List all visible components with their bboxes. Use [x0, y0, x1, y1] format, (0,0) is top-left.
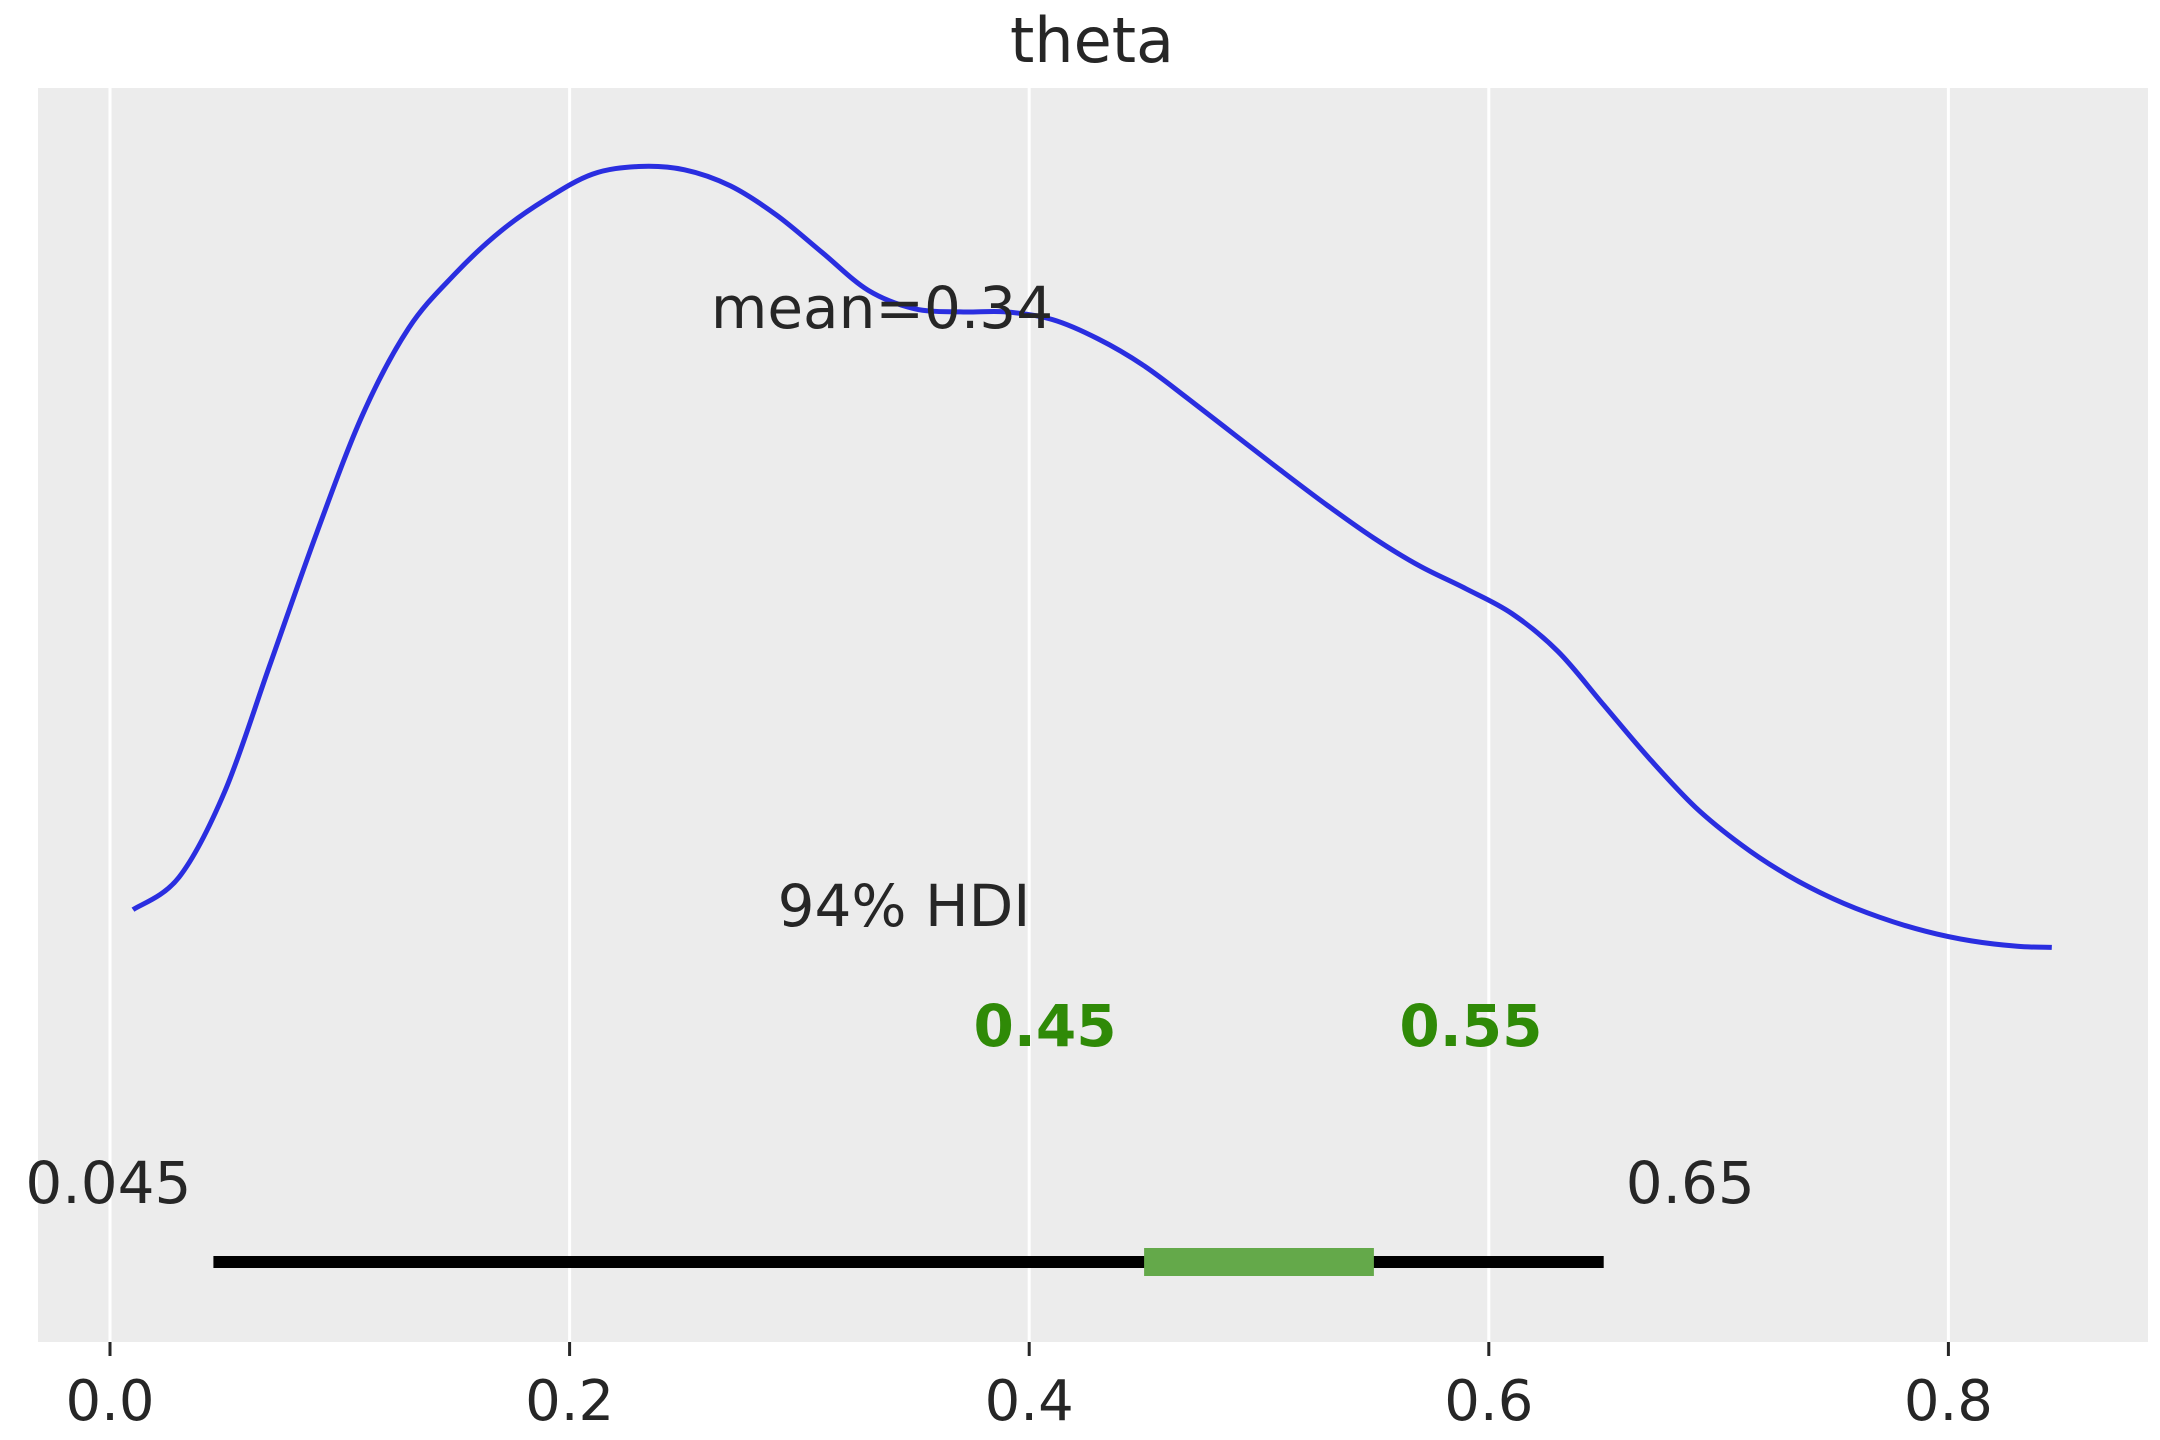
x-tick-label: 0.0 [65, 1369, 154, 1434]
density-curve [131, 163, 2052, 950]
grid-lines [108, 88, 1950, 1342]
rope-low-label: 0.45 [974, 992, 1117, 1060]
plot-area [38, 88, 2148, 1342]
x-tick-label: 0.2 [525, 1369, 614, 1434]
hdi-prob-label: 94% HDI [778, 872, 1031, 940]
x-axis-ticks: 0.0 0.2 0.4 0.6 0.8 [65, 1342, 1993, 1434]
mean-label: mean=0.34 [711, 274, 1053, 342]
x-tick-label: 0.6 [1444, 1369, 1533, 1434]
hdi-high-label: 0.65 [1626, 1149, 1755, 1217]
rope-high-label: 0.55 [1399, 992, 1542, 1060]
hdi-low-label: 0.045 [25, 1149, 191, 1217]
rope-interval-bar [1144, 1248, 1374, 1276]
x-tick-label: 0.4 [985, 1369, 1074, 1434]
chart-title: theta [1010, 4, 1174, 77]
x-tick-label: 0.8 [1904, 1369, 1993, 1434]
